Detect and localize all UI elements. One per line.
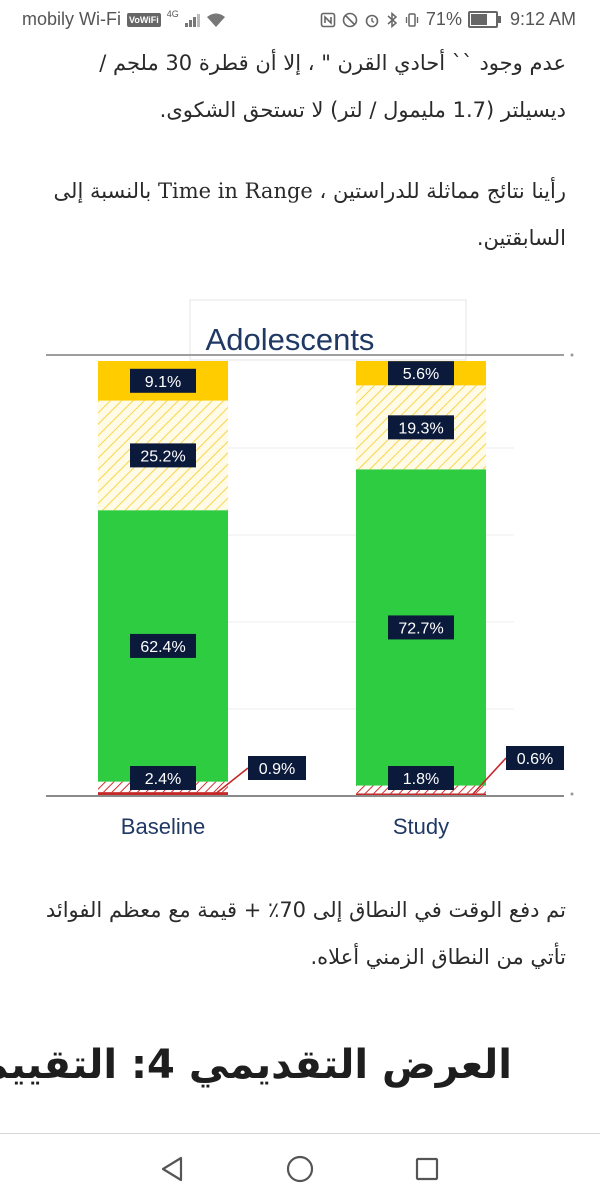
paragraph-1-line-1: عدم وجود `` أحادي القرن " ، إلا أن قطرة …: [99, 51, 566, 75]
alarm-icon: [365, 14, 379, 27]
bar-segment-very-low: [98, 792, 228, 796]
time-in-range-term: Time in Range: [157, 179, 313, 203]
data-label: 72.7%: [398, 620, 443, 637]
paragraph-1-line-2: ديسيلتر (1.7 مليمول / لتر) لا تستحق الشك…: [159, 98, 566, 122]
carrier-label: mobily Wi-Fi: [22, 9, 121, 29]
chart-svg: Adolescents 0.9% 2.4% 62.4% 25.2% 9.1% Baselin…: [46, 299, 574, 839]
paragraph-3: تم دفع الوقت في النطاق إلى 70٪ + قيمة مع…: [26, 887, 566, 981]
adolescents-chart: Adolescents 0.9% 2.4% 62.4% 25.2% 9.1% Baselin…: [20, 298, 580, 858]
triangle-back-icon: [161, 1156, 183, 1182]
bluetooth-icon: [387, 11, 398, 28]
paragraph-2-line-1: رأينا نتائج مماثلة للدراستين ، Time in R…: [26, 168, 566, 215]
clock: 9:12 AM: [509, 9, 576, 29]
axis-tick: [570, 353, 574, 357]
data-label-box: [388, 766, 454, 790]
data-label: 0.9%: [259, 761, 295, 778]
data-label-box: [388, 415, 454, 440]
paragraph-2-text-a: رأينا نتائج مماثلة للدراستين ،: [319, 179, 566, 203]
paragraph-1: عدم وجود `` أحادي القرن " ، إلا أن قطرة …: [26, 40, 566, 134]
data-label: 1.8%: [403, 771, 439, 788]
vibrate-icon: [405, 12, 419, 27]
navigation-bar: [0, 1133, 600, 1201]
paragraph-3-line-1: تم دفع الوقت في النطاق إلى 70٪ + قيمة مع…: [45, 898, 566, 922]
data-label-box: [130, 368, 196, 393]
vowifi-badge: VoWiFi: [127, 12, 161, 27]
battery-icon: [467, 11, 501, 28]
status-right: 71% 9:12 AM: [320, 9, 576, 30]
data-label: 5.6%: [403, 366, 439, 383]
nfc-icon: [320, 12, 336, 27]
recents-button[interactable]: [410, 1152, 444, 1186]
paragraph-2: رأينا نتائج مماثلة للدراستين ، Time in R…: [26, 168, 566, 262]
do-not-disturb-icon: [342, 12, 358, 27]
signal-icon: [184, 13, 200, 27]
home-button[interactable]: [283, 1152, 317, 1186]
data-label: 9.1%: [145, 374, 181, 391]
data-label-box: [388, 615, 454, 640]
battery-percent: 71%: [425, 9, 462, 29]
data-label-box: [130, 633, 196, 658]
x-tick-label: Baseline: [121, 814, 205, 839]
data-label-box: [388, 361, 454, 386]
paragraph-2-line-2: السابقتين.: [476, 226, 566, 250]
status-bar: mobily Wi-Fi VoWiFi 4G 71%: [0, 0, 600, 40]
axis-tick: [570, 792, 574, 796]
paragraph-3-line-2: تأتي من النطاق الزمني أعلاه.: [310, 945, 567, 969]
very-low-callout-line: [471, 757, 507, 796]
back-button[interactable]: [155, 1152, 189, 1186]
data-label-box: [506, 746, 564, 770]
data-label: 19.3%: [398, 420, 443, 437]
paragraph-2-text-b: بالنسبة إلى: [53, 179, 152, 203]
square-recents-icon: [415, 1157, 439, 1181]
chart-title-frame: [189, 299, 467, 361]
network-type: 4G: [166, 8, 179, 19]
data-label: 2.4%: [145, 771, 181, 788]
data-label: 0.6%: [517, 751, 553, 768]
data-label: 25.2%: [140, 448, 185, 465]
section-heading: العرض التقديمي 4: التقييم: [0, 1042, 512, 1088]
chart-title: Adolescents: [206, 322, 375, 357]
status-left: mobily Wi-Fi VoWiFi 4G: [22, 9, 226, 30]
data-label-box: [130, 766, 196, 790]
very-low-callout-line: [213, 767, 249, 796]
bar-segment-very-low: [356, 793, 486, 796]
data-label-box: [248, 756, 306, 780]
wifi-icon: [206, 13, 225, 27]
circle-home-icon: [286, 1155, 314, 1183]
data-label: 62.4%: [140, 639, 185, 656]
x-tick-label: Study: [393, 814, 449, 839]
data-label-box: [130, 443, 196, 468]
